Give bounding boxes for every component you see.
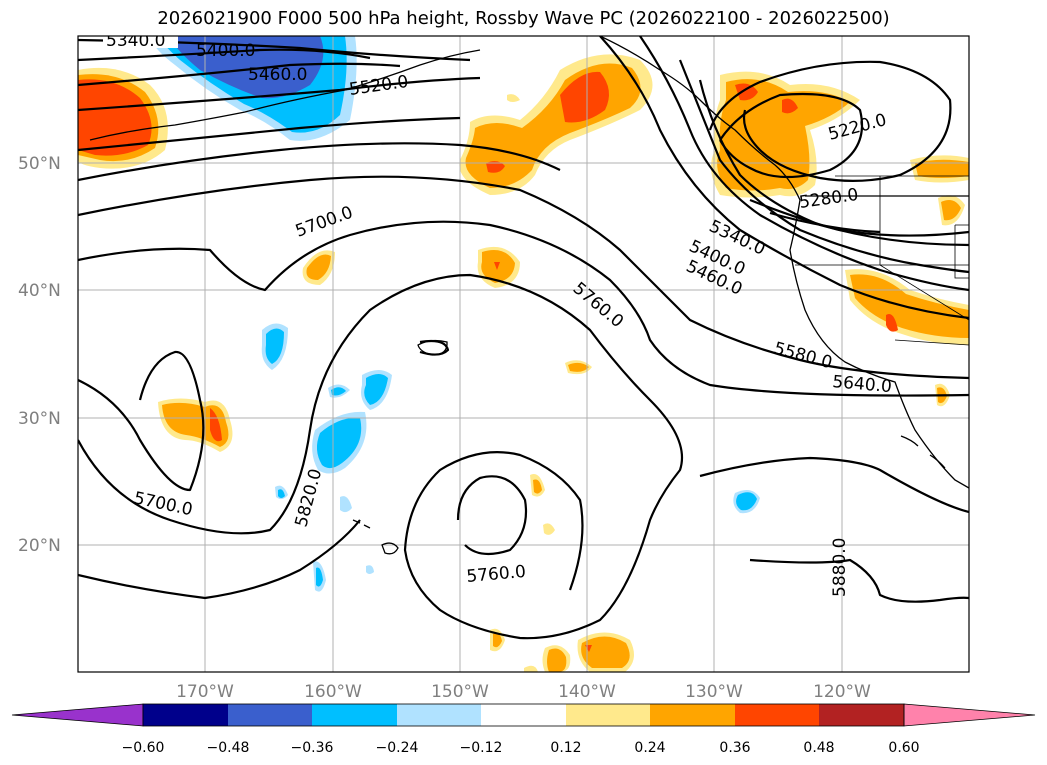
lon-label-140w: 140°W: [558, 682, 616, 702]
contour-label-5460-nw: 5460.0: [248, 65, 307, 85]
colorbar-tick-neg048: −0.48: [207, 740, 250, 756]
negative-anomaly-patches: [148, 36, 760, 592]
map-frame: [77, 35, 970, 673]
colorbar-segment: [397, 704, 481, 726]
colorbar-tick-pos060: 0.60: [888, 740, 919, 756]
lon-label-120w: 120°W: [813, 682, 871, 702]
colorbar-segment: [735, 704, 819, 726]
colorbar-extend-low: [11, 703, 144, 727]
colorbar-tick-pos024: 0.24: [634, 740, 665, 756]
latitude-labels: 50°N 40°N 30°N 20°N: [18, 154, 61, 556]
colorbar-tick-pos036: 0.36: [719, 740, 750, 756]
map-title: 2026021900 F000 500 hPa height, Rossby W…: [157, 8, 890, 29]
contour-label-5340-nw: 5340.0: [106, 31, 165, 51]
lat-label-20n: 20°N: [18, 536, 61, 556]
lon-label-130w: 130°W: [685, 682, 743, 702]
colorbar-segment: [228, 704, 312, 726]
longitude-labels: 170°W 160°W 150°W 140°W 130°W 120°W: [176, 682, 871, 702]
colorbar-segment: [650, 704, 735, 726]
colorbar-tick-pos048: 0.48: [803, 740, 834, 756]
colorbar-tick-pos012: 0.12: [550, 740, 581, 756]
lon-label-170w: 170°W: [176, 682, 234, 702]
lat-label-50n: 50°N: [18, 154, 61, 174]
colorbar: −0.60 −0.48 −0.36 −0.24 −0.12 0.12 0.24 …: [11, 703, 1036, 756]
colorbar-segment: [312, 704, 397, 726]
lat-label-30n: 30°N: [18, 409, 61, 429]
colorbar-tick-neg060: −0.60: [122, 740, 165, 756]
colorbar-segment: [143, 704, 228, 726]
colorbar-frame: [142, 703, 905, 727]
contour-label-5880: 5880.0: [830, 538, 850, 597]
lon-label-150w: 150°W: [431, 682, 489, 702]
colorbar-tick-neg012: −0.12: [460, 740, 503, 756]
graticule: [78, 36, 969, 672]
colorbar-tick-neg036: −0.36: [291, 740, 334, 756]
colorbar-ticks: −0.60 −0.48 −0.36 −0.24 −0.12 0.12 0.24 …: [122, 740, 920, 756]
colorbar-segments: [11, 703, 1036, 727]
colorbar-segment: [481, 704, 566, 726]
colorbar-extend-high: [903, 703, 1036, 727]
lon-label-160w: 160°W: [304, 682, 362, 702]
contour-label-5400-nw: 5400.0: [196, 41, 255, 61]
colorbar-tick-neg024: −0.24: [376, 740, 419, 756]
colorbar-segment: [819, 704, 904, 726]
colorbar-segment: [566, 704, 650, 726]
lat-label-40n: 40°N: [18, 281, 61, 301]
